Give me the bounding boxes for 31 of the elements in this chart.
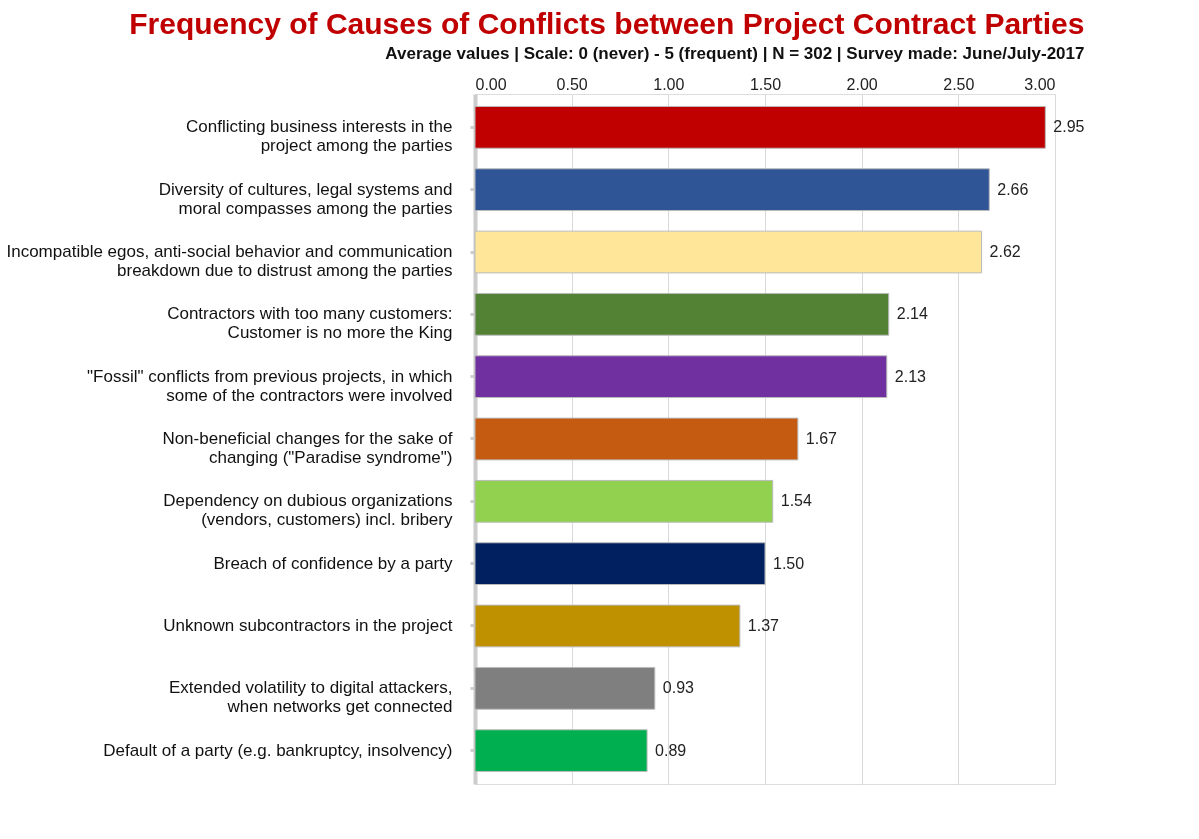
y-tick-label: Default of a party (e.g. bankruptcy, insolvency) (103, 740, 453, 760)
data-label: 2.13 (894, 367, 927, 385)
y-tick-label: Extended volatility to digital attackers, when networks get connected (169, 678, 453, 717)
y-tick-label: Conflicting business interests in the project among the parties (186, 117, 453, 156)
y-tick-label: Non-beneficial changes for the sake of changing ("Paradise syndrome") (162, 429, 453, 467)
data-label: 0.89 (655, 741, 687, 759)
y-tick-label: Breach of confidence by a party (213, 553, 453, 573)
data-label: 2.66 (997, 180, 1029, 198)
x-tick-label: 0.50 (556, 75, 588, 93)
data-label: 1.37 (747, 616, 780, 634)
x-tick-label: 1.00 (653, 75, 685, 93)
data-label: 0.93 (662, 679, 695, 697)
y-tick-label: "Fossil" conflicts from previous projects, in which some of the contractors were involved (87, 366, 453, 405)
data-label: 1.54 (780, 492, 812, 510)
x-tick-label: 3.00 (1024, 75, 1056, 93)
y-tick-label: Diversity of cultures, legal systems and moral compasses among the parties (158, 179, 453, 218)
data-label: 2.95 (1053, 118, 1085, 136)
data-label: 2.14 (896, 305, 928, 323)
x-tick-label: 2.00 (846, 75, 878, 93)
data-label: 2.62 (989, 243, 1021, 261)
y-tick-label: Incompatible egos, anti-social behavior and communication breakdown due to distrust among the parties (6, 242, 453, 281)
data-label: 1.67 (805, 430, 838, 447)
x-tick-label: 1.50 (749, 75, 782, 93)
data-label: 1.50 (773, 554, 805, 572)
y-tick-label: Unknown subcontractors in the project (163, 615, 453, 635)
x-tick-label: 0.00 (475, 75, 507, 93)
x-tick-label: 2.50 (943, 75, 975, 93)
y-tick-label: Contractors with too many customers: Customer is no more the King (167, 304, 453, 343)
chart-subtitle: Average values | Scale: 0 (never) - 5 (frequent) | N = 302 | Survey made: June/July-2017 (385, 44, 1085, 63)
y-tick-label: Dependency on dubious organizations (vendors, customers) incl. bribery (163, 491, 453, 530)
chart-title: Frequency of Causes of Conflicts between Project Contract Parties (129, 7, 1085, 40)
